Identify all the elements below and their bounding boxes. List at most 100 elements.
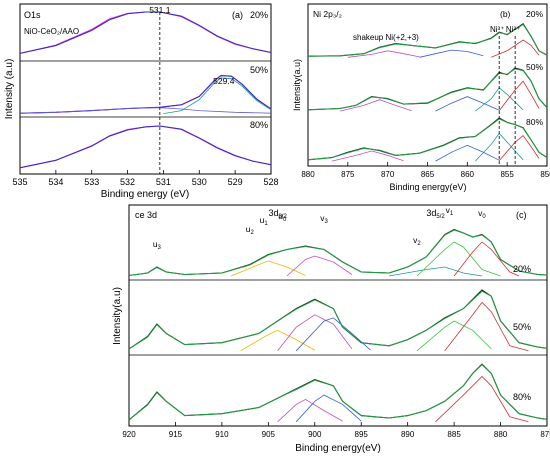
panel-b-peak-label: Ni³⁺ bbox=[490, 25, 504, 34]
panel-c-x-tick-label: 885 bbox=[447, 430, 461, 439]
panel-c-stack-2-component-curve bbox=[435, 375, 529, 423]
panel-a-x-tick-label: 533 bbox=[84, 177, 99, 187]
panel-c-x-tick-label: 875 bbox=[540, 430, 550, 439]
panel-b-stack-1-raw-curve bbox=[307, 67, 548, 111]
panel-a-region-label: O1s bbox=[24, 10, 41, 20]
panel-c-stack-1-component-curve bbox=[240, 329, 315, 352]
panel-a-curves bbox=[19, 11, 272, 169]
panel-c-x-tick-label: 905 bbox=[262, 430, 276, 439]
panel-b-peak-markers: Ni³⁺ Ni²⁺ bbox=[490, 25, 520, 166]
panel-c-stack-2-component-curve bbox=[277, 398, 343, 423]
panel-a-sample-label: NiO-CeO₂/AAO bbox=[24, 27, 79, 36]
panel-c-x-ticks: 920 915 910 905 900 895 890 885 880 875 bbox=[122, 422, 550, 439]
panel-c-stack-label: 50% bbox=[513, 322, 531, 332]
panel-c-stack-0-component-curve bbox=[416, 241, 501, 277]
panel-a-stack-2-fit-curve bbox=[19, 125, 272, 169]
panel-b-stack-0-component-curve bbox=[491, 39, 540, 58]
panel-a-x-ticks: 535 534 533 532 531 530 529 528 bbox=[12, 170, 279, 187]
panel-c-stack-0-fit-curve bbox=[128, 229, 548, 276]
panel-a-x-tick-label: 532 bbox=[120, 177, 135, 187]
panel-b-stack-1-fit-curve bbox=[307, 68, 548, 111]
panel-c-stack-1-component-curve bbox=[295, 317, 371, 352]
panel-b-x-tick-label: 855 bbox=[500, 170, 514, 179]
panel-b-stack-2-component-curve bbox=[498, 135, 540, 161]
panel-b-stack-2-component-curve bbox=[331, 150, 404, 162]
panel-c-x-tick-label: 880 bbox=[494, 430, 508, 439]
panel-b-peak-label: Ni²⁺ bbox=[506, 25, 520, 34]
panel-a-panel-label: (a) bbox=[232, 10, 243, 20]
panel-c-stack-0-component-curve bbox=[231, 260, 306, 277]
panel-c-stack-2-component-curve bbox=[295, 394, 362, 423]
panel-c-stack-0-component-curve bbox=[453, 241, 520, 277]
panel-a-peak-label: 531.1 bbox=[149, 5, 171, 15]
panel-c-stack-1-component-curve bbox=[444, 301, 529, 352]
panel-a-x-tick-label: 530 bbox=[192, 177, 207, 187]
panel-a-stack-1-component-curve bbox=[19, 107, 272, 114]
panel-c-stack-1-fit-curve bbox=[128, 290, 548, 350]
panel-a-x-tick-label: 529 bbox=[228, 177, 243, 187]
panel-c-x-tick-label: 900 bbox=[308, 430, 322, 439]
panel-b-stack-2-fit-curve bbox=[307, 118, 548, 161]
panel-a-stack-1-component-curve bbox=[163, 77, 272, 114]
panel-b-x-tick-label: 850 bbox=[540, 170, 550, 179]
panel-c-stack-1-component-curve bbox=[416, 320, 492, 352]
panel-c-x-tick-label: 920 bbox=[122, 430, 136, 439]
panel-b-x-tick-label: 880 bbox=[301, 170, 315, 179]
panel-c-stack-2-raw-curve bbox=[128, 363, 548, 421]
panel-c-region-label: ce 3d bbox=[135, 210, 157, 220]
panel-c-x-tick-label: 915 bbox=[169, 430, 183, 439]
panel-c-peak-label: u2 bbox=[246, 224, 255, 236]
panel-b-stack-2-component-curve bbox=[435, 144, 500, 162]
panel-c-peak-label: v3 bbox=[320, 213, 328, 225]
panel-c-spin-orbit-label: 3d5/2 bbox=[426, 208, 445, 220]
panel-b-stack-label: 80% bbox=[526, 117, 543, 127]
panel-b-x-tick-label: 860 bbox=[461, 170, 475, 179]
panel-a-x-tick-label: 531 bbox=[156, 177, 171, 187]
panel-a-stack-label: 20% bbox=[250, 10, 268, 20]
panel-a-x-tick-label: 535 bbox=[12, 177, 27, 187]
panel-c-peak-label: v0 bbox=[478, 208, 486, 220]
panel-c-stack-1-component-curve bbox=[277, 314, 353, 352]
panel-c-stack-1-raw-curve bbox=[128, 289, 548, 350]
panel-a-peak-label: 529.4 bbox=[213, 76, 235, 86]
panel-c-peak-label: u1 bbox=[260, 215, 269, 227]
panel-b-stack-1-component-curve bbox=[498, 80, 540, 111]
panel-b-y-axis-title: Intensity(a.u) bbox=[292, 59, 302, 111]
panel-b-x-tick-label: 865 bbox=[421, 170, 435, 179]
panel-b-stack-0-component-curve bbox=[347, 50, 420, 58]
panel-c-peak-label: u3 bbox=[153, 239, 162, 251]
panel-b-ni2p: Ni³⁺Ni²⁺ 880875870865860855850 Ni 2p₃/₂ … bbox=[292, 3, 550, 192]
panel-c-frame bbox=[128, 204, 548, 427]
panel-c-stack-0-component-curve bbox=[286, 255, 353, 277]
panel-b-curves bbox=[307, 23, 548, 162]
panel-a-x-axis-title: Binding energy (eV) bbox=[101, 189, 189, 200]
panel-c-x-tick-label: 910 bbox=[215, 430, 229, 439]
panel-a-stack-2-raw-curve bbox=[19, 125, 272, 169]
panel-a-frame bbox=[19, 3, 272, 175]
panel-b-stack-0-fit-curve bbox=[307, 23, 548, 57]
panel-c-peak-label: v2 bbox=[413, 235, 421, 247]
panel-a-x-tick-label: 534 bbox=[48, 177, 63, 187]
panel-c-panel-label: (c) bbox=[516, 210, 527, 220]
panel-b-stack-1-component-curve bbox=[435, 96, 500, 112]
panel-a-x-tick-label: 528 bbox=[263, 177, 278, 187]
panel-b-stack-label: 50% bbox=[526, 62, 543, 72]
panel-c-stack-2-fit-curve bbox=[128, 364, 548, 421]
panel-b-stack-1-component-curve bbox=[339, 99, 412, 112]
panel-c-stack-label: 80% bbox=[513, 392, 531, 402]
panel-b-annotation: shakeup Ni(+2,+3) bbox=[353, 33, 419, 42]
panel-b-panel-label: (b) bbox=[500, 9, 511, 19]
panel-c-peak-label: u0 bbox=[278, 211, 287, 223]
panel-c-y-axis-title: Intensity(a.u) bbox=[112, 287, 123, 345]
panel-b-stack-label: 20% bbox=[526, 9, 543, 19]
panel-c-peak-label: v1 bbox=[446, 205, 454, 217]
panel-a-stack-label: 80% bbox=[250, 120, 268, 130]
panel-a-stack-label: 50% bbox=[250, 65, 268, 75]
panel-b-stack-0-component-curve bbox=[419, 49, 484, 58]
panel-b-x-axis-title: Binding energy(eV) bbox=[389, 182, 466, 192]
panel-b-x-tick-label: 875 bbox=[341, 170, 355, 179]
